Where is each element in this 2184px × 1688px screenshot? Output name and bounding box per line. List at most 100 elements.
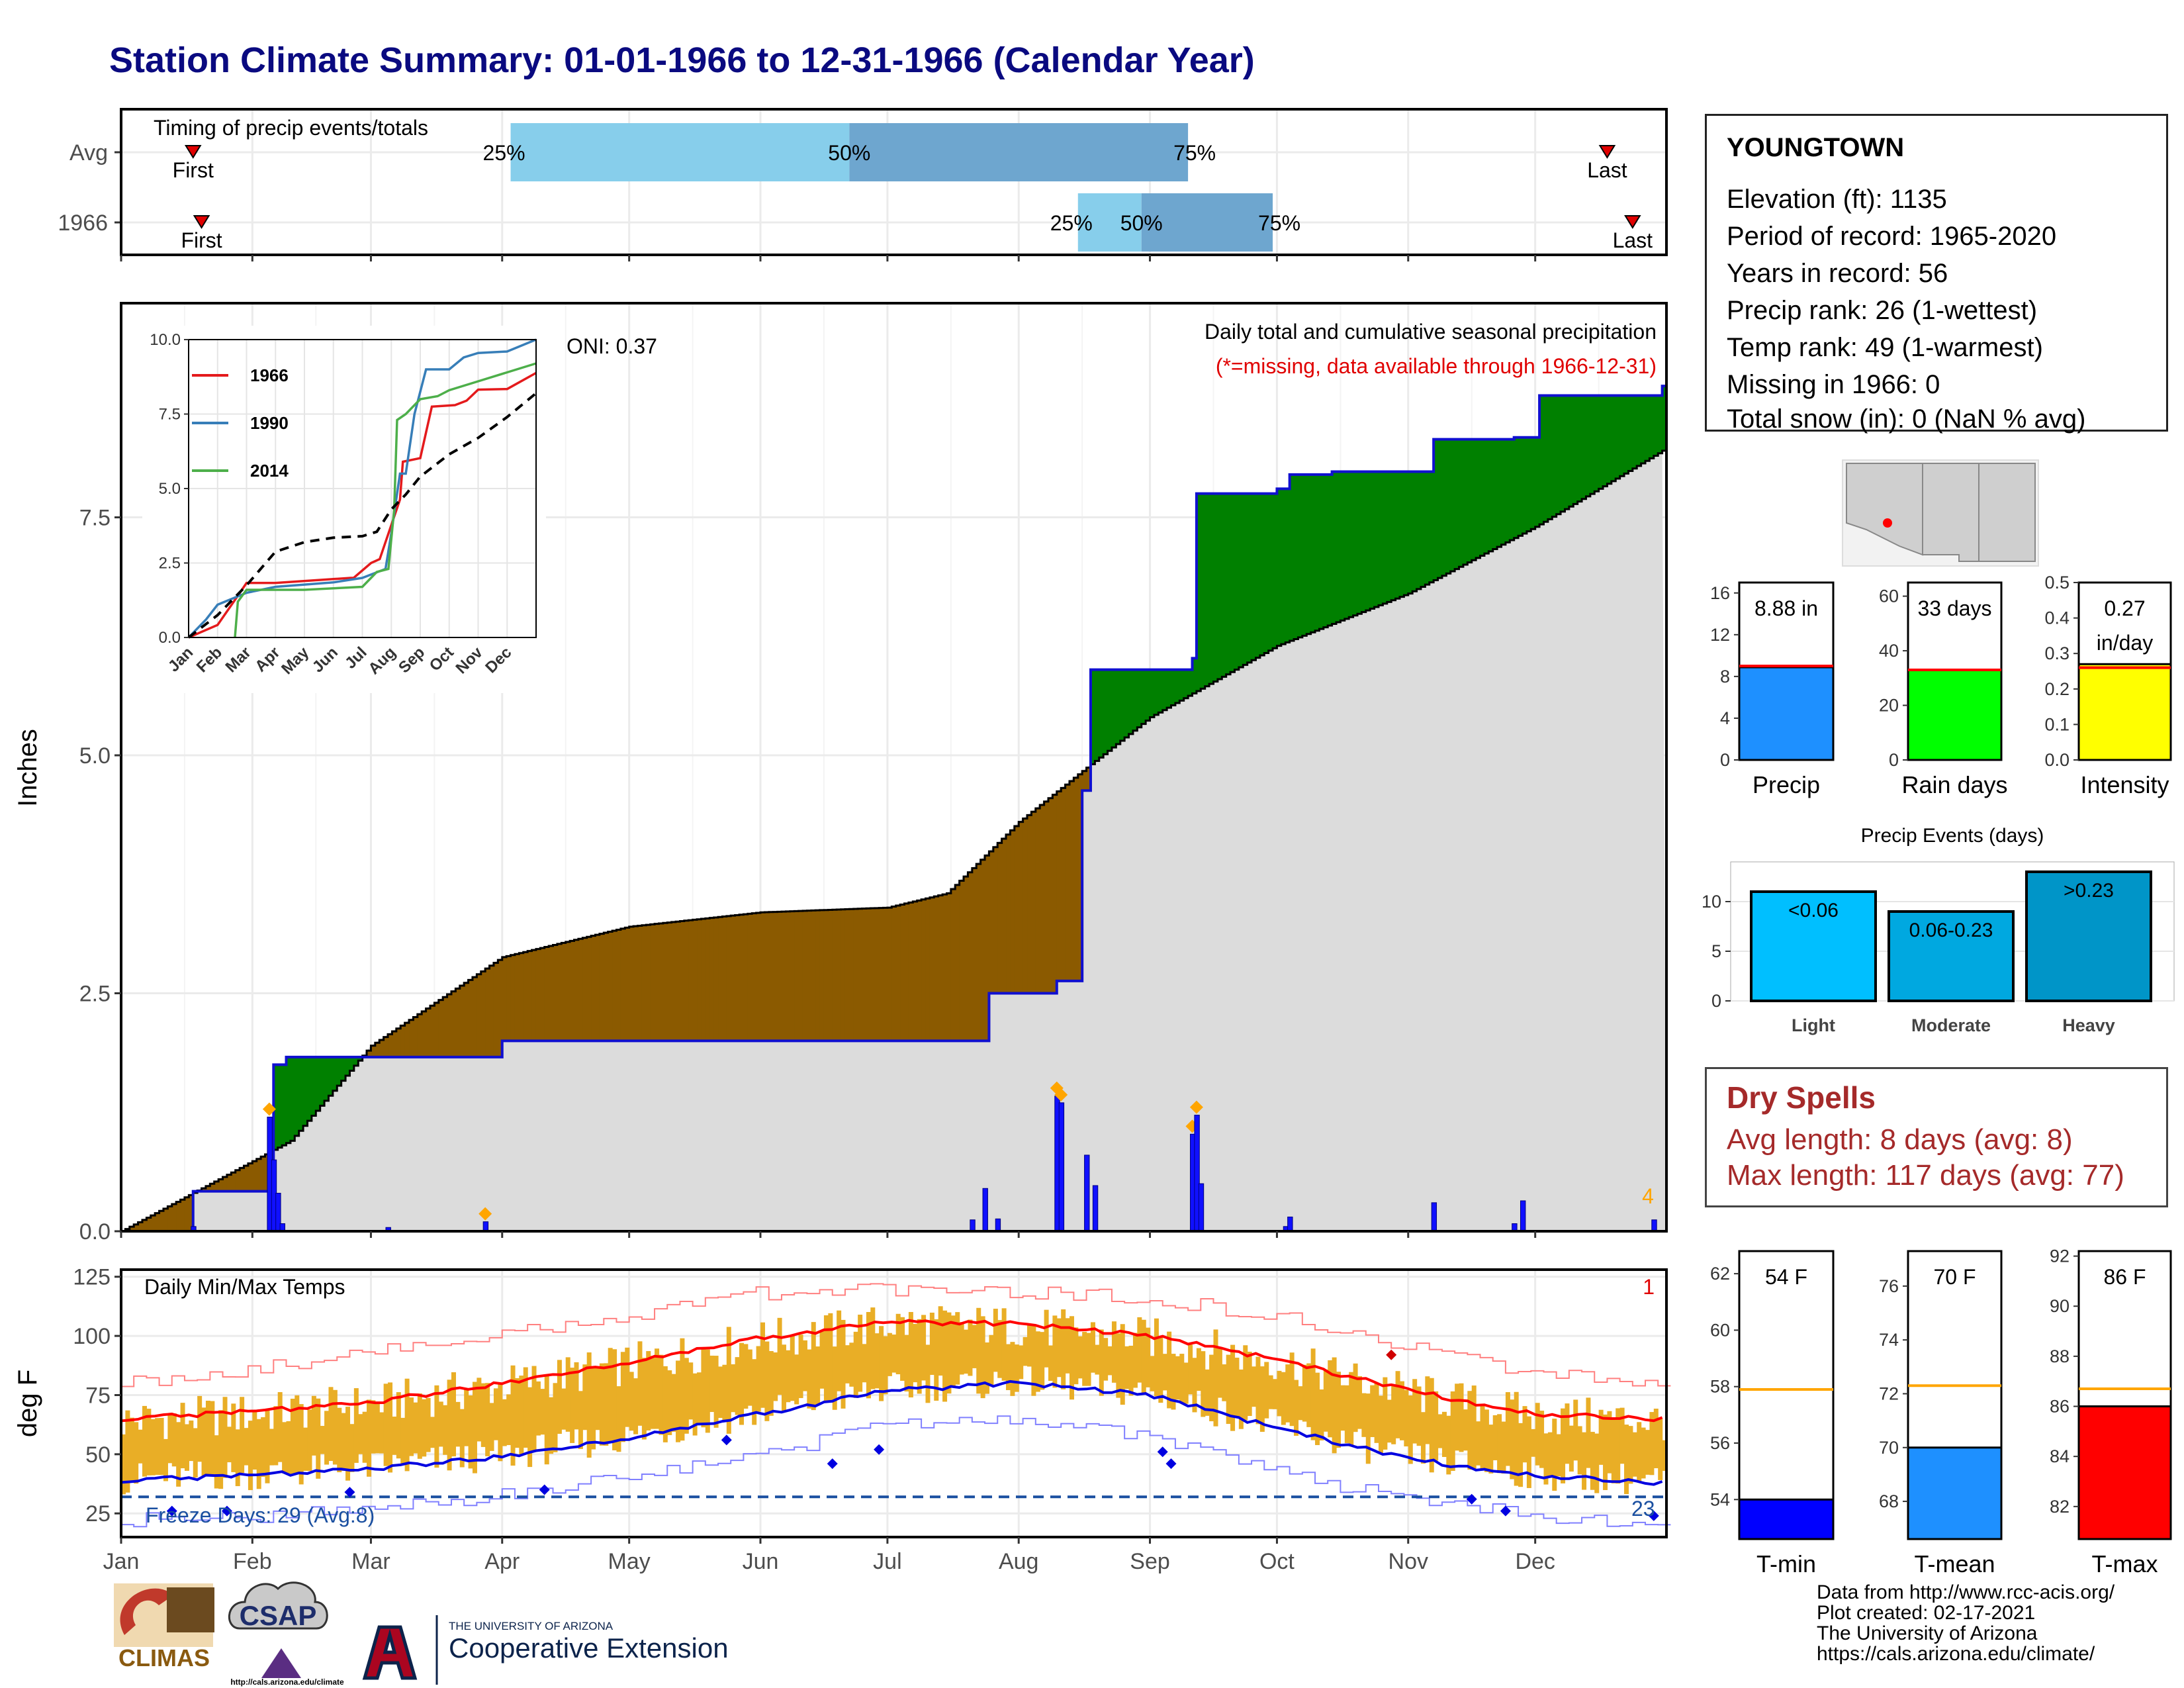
below-normal-fill (684, 920, 690, 1041)
temp-record-marker (721, 1434, 732, 1446)
daily-temp-range-bar (240, 1397, 245, 1473)
daily-temp-range-bar (1243, 1345, 1248, 1421)
below-normal-fill (807, 910, 812, 1041)
daily-temp-range-bar (1399, 1381, 1404, 1440)
daily-temp-range-bar (341, 1413, 346, 1471)
daily-temp-range-bar (676, 1360, 681, 1442)
daily-temp-range-bar (1437, 1414, 1443, 1448)
credit-plot-created: Plot created: 02-17-2021 (1817, 1602, 2036, 1624)
daily-temp-range-bar (959, 1322, 964, 1375)
below-normal-fill (404, 1023, 410, 1057)
daily-temp-range-bar (443, 1405, 448, 1455)
below-normal-fill (252, 1161, 257, 1192)
daily-temp-range-bar (235, 1429, 240, 1487)
below-normal-fill (1023, 818, 1028, 994)
daily-temp-range-bar (1103, 1338, 1109, 1381)
below-normal-fill (671, 921, 676, 1041)
daily-temp-range-bar (985, 1342, 990, 1394)
above-normal-fill (1328, 474, 1333, 626)
above-normal-fill (1429, 471, 1434, 583)
daily-temp-range-bar (565, 1357, 570, 1432)
below-normal-fill (655, 923, 660, 1041)
daily-temp-range-bar (616, 1386, 621, 1452)
temp-panel-title: Daily Min/Max Temps (144, 1275, 345, 1299)
daily-temp-range-bar (1624, 1425, 1629, 1495)
below-normal-fill (934, 896, 939, 1041)
daily-temp-range-bar (837, 1310, 842, 1391)
below-normal-fill (764, 912, 770, 1041)
temp-record-marker (539, 1484, 550, 1495)
daily-temp-range-bar (1277, 1370, 1282, 1417)
below-normal-fill (633, 926, 639, 1041)
daily-temp-range-bar (1433, 1391, 1439, 1461)
daily-temp-range-bar (1340, 1385, 1345, 1431)
below-normal-fill (248, 1163, 253, 1192)
daily-temp-range-bar (150, 1419, 156, 1476)
station-elevation: Elevation (ft): 1135 (1727, 185, 1947, 214)
below-normal-fill (713, 917, 719, 1041)
daily-temp-range-bar (1259, 1366, 1265, 1432)
above-normal-fill (1243, 493, 1248, 665)
precip-ytick-label: 7.5 (79, 506, 111, 531)
inset-ytick-label: 10.0 (150, 331, 181, 349)
below-normal-fill (201, 1188, 206, 1192)
daily-temp-range-bar (921, 1315, 927, 1381)
daily-temp-range-bar (870, 1307, 876, 1389)
above-normal-fill (1416, 471, 1422, 589)
below-normal-fill (705, 918, 711, 1041)
timing-q25-label: 25% (483, 141, 525, 165)
daily-temp-range-bar (1420, 1412, 1426, 1464)
daily-temp-range-bar (917, 1319, 922, 1394)
above-normal-fill (1196, 493, 1202, 691)
daily-temp-range-bar (925, 1344, 931, 1403)
below-normal-fill (549, 945, 554, 1041)
daily-temp-range-bar (659, 1354, 664, 1435)
below-normal-fill (244, 1165, 249, 1192)
daily-temp-range-bar (1552, 1419, 1557, 1491)
above-normal-fill (1162, 669, 1167, 710)
daily-temp-range-bar (1328, 1360, 1333, 1438)
daily-temp-range-bar (1615, 1408, 1621, 1484)
below-normal-fill (142, 1219, 148, 1231)
below-normal-fill (688, 920, 694, 1041)
daily-temp-range-bar (1336, 1372, 1342, 1448)
daily-precip-bar (1058, 1102, 1065, 1232)
csap-logo-text: CSAP (240, 1600, 317, 1631)
below-normal-fill (870, 908, 876, 1041)
daily-temp-range-bar (929, 1312, 934, 1376)
daily-precip-bar (1092, 1185, 1099, 1232)
above-normal-fill (1552, 395, 1557, 517)
below-normal-fill (485, 968, 490, 1057)
daily-temp-range-bar (231, 1403, 236, 1472)
mini-chart-intensity: 0.0 0.1 0.2 0.3 0.4 0.5 0.27 in/day Intensity (2044, 573, 2172, 798)
daily-temp-range-bar (578, 1391, 583, 1449)
precip-ytick-label: 5.0 (79, 743, 111, 769)
below-normal-fill (409, 1019, 414, 1057)
temp-record-marker (1157, 1446, 1168, 1458)
mini-chart-ytick-label: 12 (1710, 625, 1730, 645)
daily-temp-range-bar (362, 1411, 367, 1463)
daily-temp-range-bar (1323, 1369, 1328, 1432)
temp-record-marker (1648, 1510, 1659, 1521)
below-normal-fill (832, 910, 837, 1041)
daily-temp-range-bar (1619, 1407, 1625, 1464)
mini-chart-label: Intensity (2080, 771, 2169, 798)
month-label: Dec (1515, 1549, 1555, 1574)
below-normal-fill (950, 889, 956, 1041)
below-normal-fill (180, 1199, 185, 1231)
mini-chart-tmin: 54 56 58 60 62 54 F T-min (1710, 1250, 1835, 1577)
daily-temp-range-bar (844, 1345, 850, 1383)
daily-temp-range-bar (193, 1428, 198, 1477)
below-normal-fill (1073, 777, 1079, 981)
mini-chart-value: 86 F (2103, 1265, 2146, 1289)
above-normal-fill (1167, 669, 1172, 708)
below-normal-fill (367, 1051, 372, 1057)
above-normal-fill (1183, 669, 1189, 698)
below-normal-fill (531, 950, 537, 1041)
below-normal-fill (620, 928, 626, 1041)
daily-temp-range-bar (1365, 1393, 1371, 1464)
freeze-days-label: Freeze Days: 29 (Avg:8) (146, 1503, 375, 1527)
daily-temp-range-bar (1582, 1432, 1587, 1490)
above-normal-fill (1285, 489, 1291, 643)
temp-record-marker (1386, 1349, 1397, 1360)
